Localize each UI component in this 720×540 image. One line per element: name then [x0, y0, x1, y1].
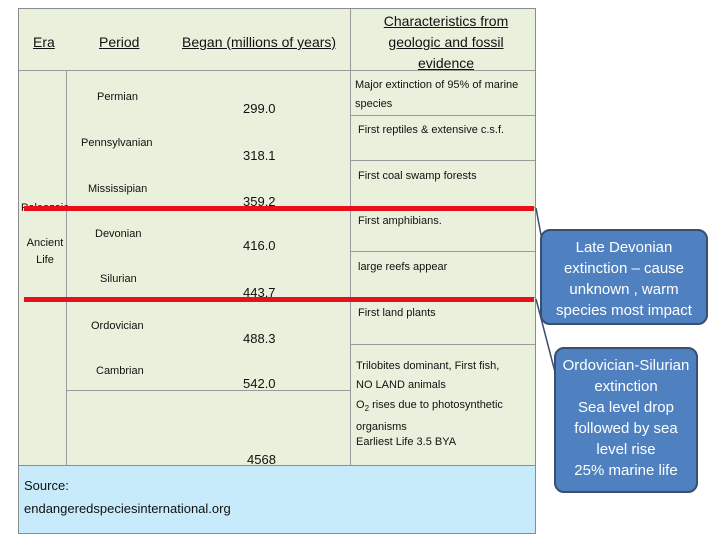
- began-mississipian: 359.2: [243, 194, 276, 209]
- ordovician-callout-title: Ordovician-Silurian extinction: [562, 357, 690, 395]
- began-precambrian: 4568: [247, 452, 276, 467]
- period-silurian: Silurian: [100, 273, 137, 285]
- row-divider: [350, 251, 535, 252]
- began-silurian: 443.7: [243, 285, 276, 300]
- ordovician-callout-line1: Sea level drop followed by sea level ris…: [574, 399, 678, 458]
- source-label: Source:: [24, 478, 69, 493]
- geologic-time-table: Era Period Began (millions of years) Cha…: [18, 8, 536, 467]
- began-permian: 299.0: [243, 101, 276, 116]
- devonian-extinction-line: [24, 206, 534, 211]
- began-devonian: 416.0: [243, 238, 276, 253]
- header-began: Began (millions of years): [182, 34, 337, 50]
- ordovician-callout-line2: 25% marine life: [574, 462, 678, 479]
- period-pennsylvanian: Pennsylvanian: [81, 137, 153, 149]
- period-devonian: Devonian: [95, 228, 142, 240]
- ordovician-extinction-line: [24, 297, 534, 302]
- char-silurian: large reefs appear: [358, 261, 448, 273]
- devonian-callout-text: Late Devonian extinction – cause unknown…: [556, 239, 692, 319]
- row-divider: [350, 160, 535, 161]
- source-box: Source: endangeredspeciesinternational.o…: [18, 466, 536, 534]
- header-era: Era: [33, 34, 55, 50]
- source-url: endangeredspeciesinternational.org: [24, 501, 231, 516]
- o2-suffix: rises due to photosynthetic organisms: [356, 399, 503, 434]
- began-ordovician: 488.3: [243, 331, 276, 346]
- began-cambrian: 542.0: [243, 376, 276, 391]
- char-o2: O2 rises due to photosynthetic organisms: [356, 396, 536, 437]
- header-divider: [19, 70, 535, 71]
- char-ordovician: First land plants: [358, 307, 436, 319]
- period-ordovician: Ordovician: [91, 320, 144, 332]
- char-permian: Major extinction of 95% of marine specie…: [355, 79, 519, 110]
- o2-subscript: 2: [364, 404, 370, 414]
- char-earliest-life: Earliest Life 3.5 BYA: [356, 436, 457, 448]
- column-divider: [350, 9, 351, 467]
- char-cambrian-line1: Trilobites dominant, First fish,: [356, 360, 500, 372]
- header-characteristics: Characteristics from geologic and fossil…: [383, 13, 509, 71]
- row-divider: [350, 344, 535, 345]
- period-permian: Permian: [97, 91, 138, 103]
- row-divider: [350, 115, 535, 116]
- era-subtitle: Ancient Life: [26, 237, 64, 266]
- period-mississipian: Mississipian: [88, 183, 148, 195]
- header-period: Period: [99, 34, 140, 50]
- char-devonian: First amphibians.: [358, 215, 442, 227]
- period-cambrian: Cambrian: [96, 365, 144, 377]
- devonian-extinction-callout: Late Devonian extinction – cause unknown…: [540, 229, 708, 325]
- cambrian-divider: [66, 390, 350, 391]
- began-pennsylvanian: 318.1: [243, 148, 276, 163]
- char-pennsylvanian: First reptiles & extensive c.s.f.: [358, 124, 505, 136]
- ordovician-extinction-callout: Ordovician-Silurian extinction Sea level…: [554, 347, 698, 493]
- o2-prefix: O: [356, 399, 365, 411]
- char-cambrian-line2: NO LAND animals: [356, 379, 446, 391]
- column-divider: [66, 71, 67, 467]
- char-mississipian: First coal swamp forests: [358, 170, 477, 182]
